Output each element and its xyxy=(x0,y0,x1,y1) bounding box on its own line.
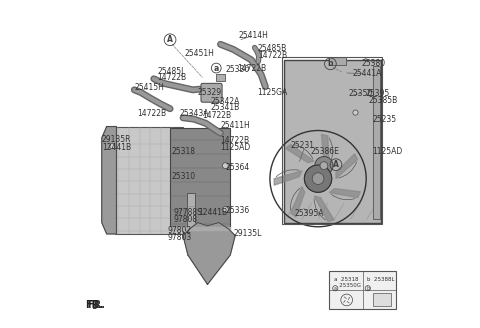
Text: 25414H: 25414H xyxy=(239,31,268,40)
Text: 25336: 25336 xyxy=(226,206,250,215)
FancyArrowPatch shape xyxy=(276,170,299,177)
Text: 97808: 97808 xyxy=(173,215,197,224)
Text: 25485B: 25485B xyxy=(258,44,287,53)
Text: 25411H: 25411H xyxy=(220,121,250,130)
Circle shape xyxy=(304,165,332,192)
Text: 25485J: 25485J xyxy=(157,67,183,76)
FancyArrowPatch shape xyxy=(329,138,333,162)
Text: 25385B: 25385B xyxy=(369,96,398,105)
Text: 25310: 25310 xyxy=(172,172,196,181)
Circle shape xyxy=(222,207,228,213)
FancyBboxPatch shape xyxy=(329,57,346,65)
Text: 25231: 25231 xyxy=(290,141,314,150)
Text: 29135L: 29135L xyxy=(233,229,262,238)
Text: 25415H: 25415H xyxy=(134,83,164,92)
Polygon shape xyxy=(336,154,358,179)
FancyBboxPatch shape xyxy=(216,74,225,81)
Text: 12441B: 12441B xyxy=(198,208,227,217)
Polygon shape xyxy=(291,186,305,217)
Text: 25441A: 25441A xyxy=(352,69,382,78)
Text: 14722B: 14722B xyxy=(157,73,186,82)
Text: b: b xyxy=(366,286,370,291)
Text: 25330: 25330 xyxy=(226,65,250,74)
FancyArrowPatch shape xyxy=(339,162,357,178)
Polygon shape xyxy=(322,134,329,165)
Text: 25395: 25395 xyxy=(365,89,389,98)
Text: 97788S: 97788S xyxy=(173,208,202,217)
FancyArrowPatch shape xyxy=(331,195,355,200)
Circle shape xyxy=(320,162,328,170)
Text: 14722B: 14722B xyxy=(220,136,250,145)
Polygon shape xyxy=(314,196,334,221)
Polygon shape xyxy=(183,222,235,284)
Text: 1125GA: 1125GA xyxy=(257,88,288,97)
Polygon shape xyxy=(102,127,117,234)
FancyBboxPatch shape xyxy=(373,67,381,219)
Text: 25342A: 25342A xyxy=(211,97,240,106)
FancyArrowPatch shape xyxy=(314,199,325,220)
Text: A: A xyxy=(333,160,339,169)
FancyArrowPatch shape xyxy=(293,145,313,159)
Text: 1125AD: 1125AD xyxy=(372,147,403,156)
Text: 14722B: 14722B xyxy=(258,51,287,60)
Text: 14722B: 14722B xyxy=(237,64,266,72)
Text: A: A xyxy=(167,35,173,44)
FancyBboxPatch shape xyxy=(201,83,222,102)
Text: 25341B: 25341B xyxy=(211,103,240,112)
Text: FR.: FR. xyxy=(87,300,105,311)
Circle shape xyxy=(109,144,115,149)
Circle shape xyxy=(304,165,332,192)
Polygon shape xyxy=(274,171,302,185)
Circle shape xyxy=(353,110,358,115)
Circle shape xyxy=(315,156,333,175)
Text: a  25318
   25350G: a 25318 25350G xyxy=(334,277,361,288)
Text: 97802: 97802 xyxy=(168,226,192,235)
FancyArrowPatch shape xyxy=(290,188,300,210)
Text: 25318: 25318 xyxy=(172,147,196,156)
Text: b  25388L: b 25388L xyxy=(367,277,395,282)
FancyBboxPatch shape xyxy=(284,60,382,222)
Text: 25350: 25350 xyxy=(349,89,373,98)
Text: 25235: 25235 xyxy=(372,114,397,124)
Polygon shape xyxy=(93,303,96,308)
FancyBboxPatch shape xyxy=(115,127,183,234)
Polygon shape xyxy=(170,227,230,230)
Text: 14722B: 14722B xyxy=(203,112,232,120)
Circle shape xyxy=(222,163,228,169)
Text: 25451H: 25451H xyxy=(185,49,215,58)
Text: 25364: 25364 xyxy=(226,163,250,173)
Text: a: a xyxy=(334,286,337,291)
Polygon shape xyxy=(286,144,314,163)
Polygon shape xyxy=(329,189,360,198)
Text: 25343A: 25343A xyxy=(180,109,209,118)
Text: 12441B: 12441B xyxy=(102,143,131,152)
Circle shape xyxy=(312,173,324,184)
FancyBboxPatch shape xyxy=(187,193,195,255)
Text: FR.: FR. xyxy=(85,300,104,311)
Text: 1125AD: 1125AD xyxy=(220,143,251,152)
Text: 25380: 25380 xyxy=(362,59,386,68)
Text: a: a xyxy=(214,64,219,72)
Text: 25386E: 25386E xyxy=(311,147,340,156)
Text: 14722B: 14722B xyxy=(138,109,167,118)
FancyBboxPatch shape xyxy=(170,128,230,227)
FancyBboxPatch shape xyxy=(329,271,396,309)
Text: 29135R: 29135R xyxy=(102,135,132,144)
Text: 25329: 25329 xyxy=(198,88,222,97)
Text: 25395A: 25395A xyxy=(295,209,324,218)
FancyBboxPatch shape xyxy=(372,293,391,306)
Text: b: b xyxy=(328,59,333,68)
Text: 97803: 97803 xyxy=(168,233,192,242)
